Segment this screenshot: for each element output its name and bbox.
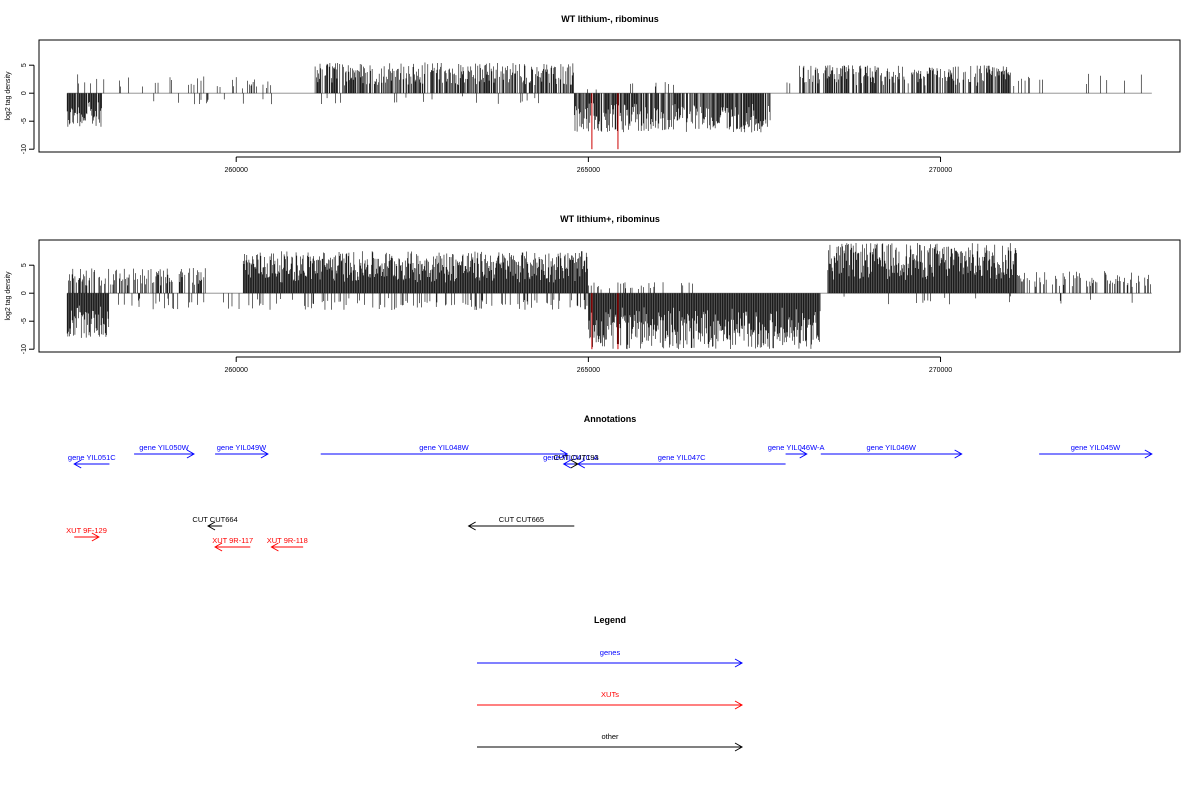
y-tick-label: -10 bbox=[21, 144, 28, 154]
legend-label: other bbox=[601, 732, 619, 741]
x-tick-label: 260000 bbox=[225, 167, 248, 174]
legend: Legend genes XUTs other bbox=[477, 615, 744, 752]
arrow-head bbox=[734, 658, 744, 668]
arrow-head bbox=[260, 449, 269, 459]
arrow-head bbox=[562, 459, 571, 469]
x-tick-label: 260000 bbox=[225, 367, 248, 374]
legend-label: XUTs bbox=[601, 690, 619, 699]
annotation-feature: CUT CUT193 bbox=[553, 453, 599, 469]
arrow-head bbox=[270, 542, 279, 552]
y-axis-label: log2 tag density bbox=[5, 71, 12, 121]
y-axis-label: log2 tag density bbox=[5, 271, 12, 321]
annotation-label: CUT CUT664 bbox=[192, 515, 237, 524]
plot-frame bbox=[38, 239, 1181, 353]
density-panel-lithium-minus: WT lithium-, ribominus log2 tag density … bbox=[5, 14, 1181, 174]
annotation-label: gene YIL046W bbox=[866, 443, 916, 452]
annotation-label: gene YIL045W bbox=[1071, 443, 1121, 452]
arrow-head bbox=[1144, 449, 1153, 459]
y-tick-label: -5 bbox=[21, 118, 28, 124]
annotation-feature: gene YIL045W bbox=[1039, 443, 1153, 459]
x-axis: 260000 265000 270000 bbox=[225, 156, 952, 174]
x-tick-label: 270000 bbox=[929, 367, 952, 374]
x-axis: 260000 265000 270000 bbox=[225, 356, 952, 374]
legend-item: genes bbox=[477, 648, 744, 668]
legend-item: XUTs bbox=[477, 690, 744, 710]
annotation-feature: XUT 9F-129 bbox=[66, 526, 107, 542]
annotation-label: gene YIL050W bbox=[139, 443, 189, 452]
density-bars bbox=[66, 242, 1152, 350]
arrow-head bbox=[207, 521, 216, 531]
y-tick-label: 5 bbox=[21, 263, 28, 267]
annotation-label: gene YIL046W-A bbox=[768, 443, 825, 452]
y-tick-label: 0 bbox=[21, 291, 28, 295]
arrow-head bbox=[73, 459, 82, 469]
legend-label: genes bbox=[600, 648, 621, 657]
annotation-label: gene YIL048W bbox=[419, 443, 469, 452]
arrow-head bbox=[186, 449, 195, 459]
x-tick-label: 270000 bbox=[929, 167, 952, 174]
y-tick-label: 5 bbox=[21, 63, 28, 67]
annotation-feature: gene YIL050W bbox=[134, 443, 195, 459]
annotations-title: Annotations bbox=[584, 414, 637, 424]
panel-title: WT lithium-, ribominus bbox=[561, 14, 659, 24]
annotation-feature: gene YIL046W-A bbox=[768, 443, 825, 459]
annotation-feature: XUT 9R-117 bbox=[212, 536, 253, 552]
annotation-feature: gene YIL046W bbox=[820, 443, 963, 459]
annotation-label: gene YIL047C-A bbox=[543, 453, 598, 462]
y-axis: -10 -5 0 5 bbox=[21, 263, 35, 354]
arrow-head bbox=[467, 521, 476, 531]
annotation-label: gene YIL049W bbox=[217, 443, 267, 452]
legend-title: Legend bbox=[594, 615, 626, 625]
annotation-label: gene YIL051C bbox=[68, 453, 116, 462]
annotation-feature: gene YIL049W bbox=[215, 443, 269, 459]
y-tick-label: 0 bbox=[21, 91, 28, 95]
annotation-label: XUT 9F-129 bbox=[66, 526, 107, 535]
annotations-track: Annotations gene YIL051C gene YIL050W gene… bbox=[66, 414, 1153, 552]
annotation-label: gene YIL047C bbox=[658, 453, 706, 462]
annotation-feature: XUT 9R-118 bbox=[267, 536, 308, 552]
x-tick-label: 265000 bbox=[577, 367, 600, 374]
annotation-feature: gene YIL048W bbox=[320, 443, 569, 459]
plot-frame bbox=[38, 39, 1181, 153]
arrow-head bbox=[734, 742, 744, 752]
annotation-label: CUT CUT665 bbox=[499, 515, 544, 524]
density-panel-lithium-plus: WT lithium+, ribominus log2 tag density … bbox=[5, 214, 1181, 374]
panel-title: WT lithium+, ribominus bbox=[560, 214, 660, 224]
y-axis: -10 -5 0 5 bbox=[21, 63, 35, 154]
x-tick-label: 265000 bbox=[577, 167, 600, 174]
arrow-head bbox=[570, 459, 579, 469]
arrow-head bbox=[214, 542, 223, 552]
annotation-label: XUT 9R-117 bbox=[212, 536, 253, 545]
legend-item: other bbox=[477, 732, 744, 752]
y-tick-label: -10 bbox=[21, 344, 28, 354]
annotation-feature: CUT CUT664 bbox=[192, 515, 238, 531]
density-bars bbox=[66, 62, 1152, 150]
arrow-head bbox=[734, 700, 744, 710]
y-tick-label: -5 bbox=[21, 318, 28, 324]
annotation-feature: gene YIL047C bbox=[576, 453, 786, 469]
arrow-head bbox=[559, 449, 569, 459]
annotation-feature: CUT CUT665 bbox=[467, 515, 575, 531]
arrow-head bbox=[799, 449, 808, 459]
annotation-label: XUT 9R-118 bbox=[267, 536, 308, 545]
arrow-head bbox=[954, 449, 963, 459]
arrow-head bbox=[91, 532, 100, 542]
annotation-feature: gene YIL051C bbox=[68, 453, 116, 469]
annotation-label: CUT CUT193 bbox=[553, 453, 598, 462]
